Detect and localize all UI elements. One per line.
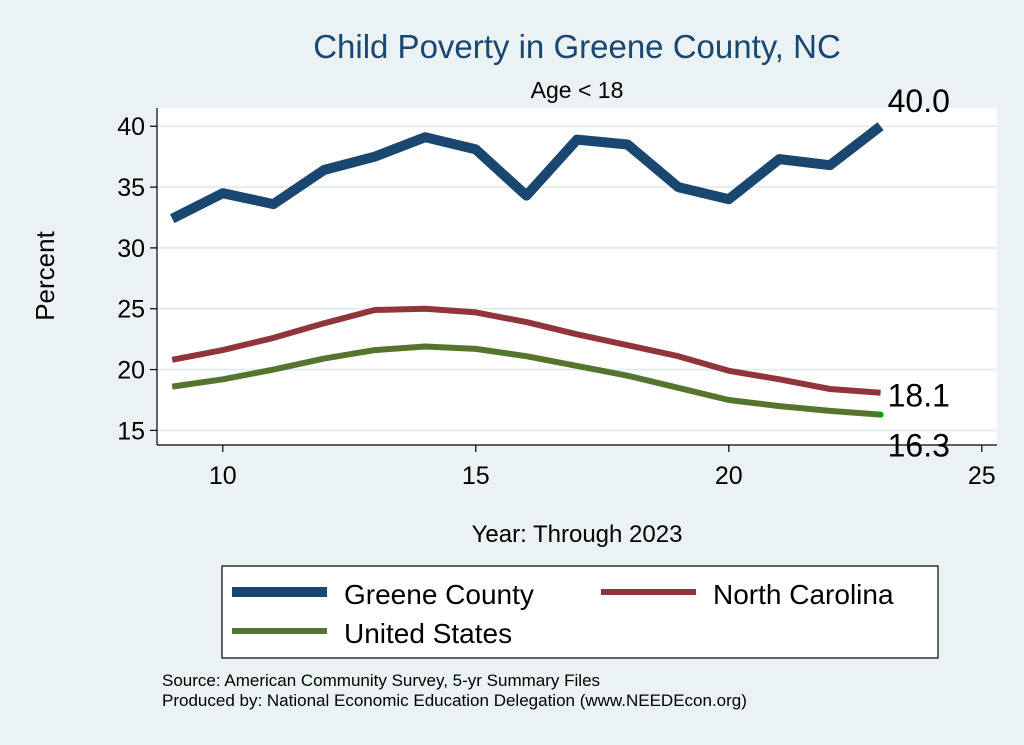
legend-label-north-carolina: North Carolina [713,579,894,610]
x-axis-label: Year: Through 2023 [472,521,683,548]
y-tick-label-40: 40 [117,113,145,141]
produced-by-note: Produced by: National Economic Education… [162,691,747,710]
chart-title: Child Poverty in Greene County, NC [313,28,841,65]
y-tick-label-30: 30 [117,235,145,263]
legend-label-united-states: United States [344,618,512,649]
end-label-north-carolina: 18.1 [888,378,950,414]
y-ticks: 15 20 25 30 35 40 [117,113,157,445]
legend-label-greene-county: Greene County [344,579,534,610]
x-tick-label-15: 15 [462,462,490,490]
chart-subtitle: Age < 18 [531,77,624,103]
source-note: Source: American Community Survey, 5-yr … [162,671,601,690]
end-label-united-states: 16.3 [888,428,950,464]
x-tick-label-20: 20 [715,462,743,490]
y-tick-label-20: 20 [117,357,145,385]
x-ticks: 10 15 20 25 [209,445,996,490]
x-tick-label-10: 10 [209,462,237,490]
y-tick-label-15: 15 [117,417,145,445]
end-label-greene-county: 40.0 [888,83,950,119]
y-tick-label-25: 25 [117,296,145,324]
end-marker-united-states [877,411,884,418]
series-lines [169,122,884,418]
plot-area: 15 20 25 30 35 40 10 15 20 25 40.0 18.1 16.3 [117,83,997,490]
axes [156,108,997,446]
x-tick-label-25: 25 [968,462,996,490]
y-axis-label: Percent [30,230,60,320]
source-notes: Source: American Community Survey, 5-yr … [162,671,747,711]
legend-box [221,565,939,659]
y-tick-label-35: 35 [117,174,145,202]
legend: Greene County North Carolina United Stat… [221,565,939,659]
end-labels: 40.0 18.1 16.3 [877,83,950,464]
